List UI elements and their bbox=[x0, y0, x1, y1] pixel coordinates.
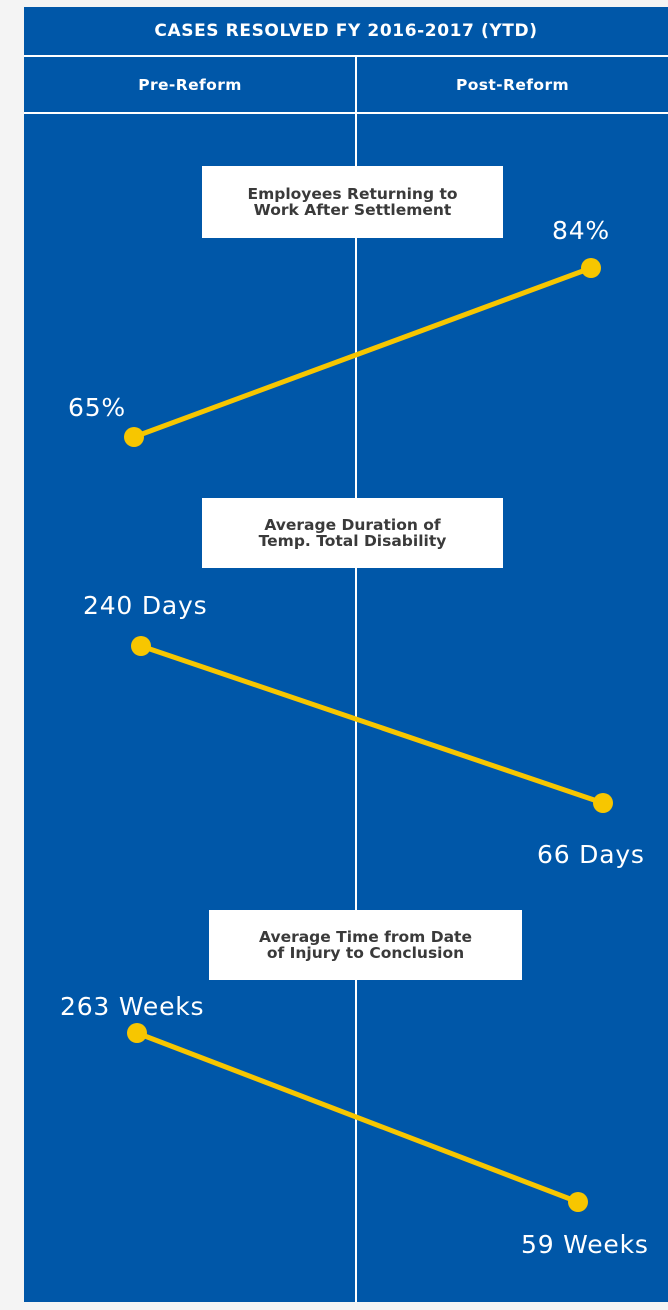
value-label-conclusion-post: 59 Weeks bbox=[521, 1230, 649, 1259]
column-header-pre-reform: Pre-Reform bbox=[138, 75, 242, 94]
slope-line-time-to-conclusion bbox=[134, 1030, 581, 1205]
infographic-panel: CASES RESOLVED FY 2016-2017 (YTD) Pre-Re… bbox=[24, 7, 668, 1302]
value-label-duration-post: 66 Days bbox=[537, 840, 645, 869]
data-point-return-to-work-pre bbox=[124, 427, 144, 447]
data-point-time-to-conclusion-pre bbox=[127, 1023, 147, 1043]
metric-title-return-to-work: Employees Returning to Work After Settle… bbox=[202, 166, 503, 238]
data-point-time-to-conclusion-post bbox=[568, 1192, 588, 1212]
slope-line-return-to-work bbox=[131, 265, 594, 440]
slope-line-disability-duration bbox=[138, 643, 606, 806]
slope-chart-svg bbox=[124, 258, 613, 1212]
column-header-post-reform: Post-Reform bbox=[455, 75, 570, 94]
value-label-conclusion-pre: 263 Weeks bbox=[60, 992, 205, 1021]
chart-title: CASES RESOLVED FY 2016-2017 (YTD) bbox=[24, 7, 668, 57]
value-label-return-pre: 65% bbox=[68, 393, 126, 422]
header-divider bbox=[24, 112, 668, 114]
data-point-disability-duration-post bbox=[593, 793, 613, 813]
metric-title-time-to-conclusion: Average Time from Date of Injury to Conc… bbox=[209, 910, 522, 980]
value-label-return-post: 84% bbox=[552, 216, 610, 245]
metric-title-disability-duration: Average Duration of Temp. Total Disabili… bbox=[202, 498, 503, 568]
data-point-disability-duration-pre bbox=[131, 636, 151, 656]
column-divider bbox=[355, 57, 357, 1302]
value-label-duration-pre: 240 Days bbox=[83, 591, 208, 620]
data-point-return-to-work-post bbox=[581, 258, 601, 278]
